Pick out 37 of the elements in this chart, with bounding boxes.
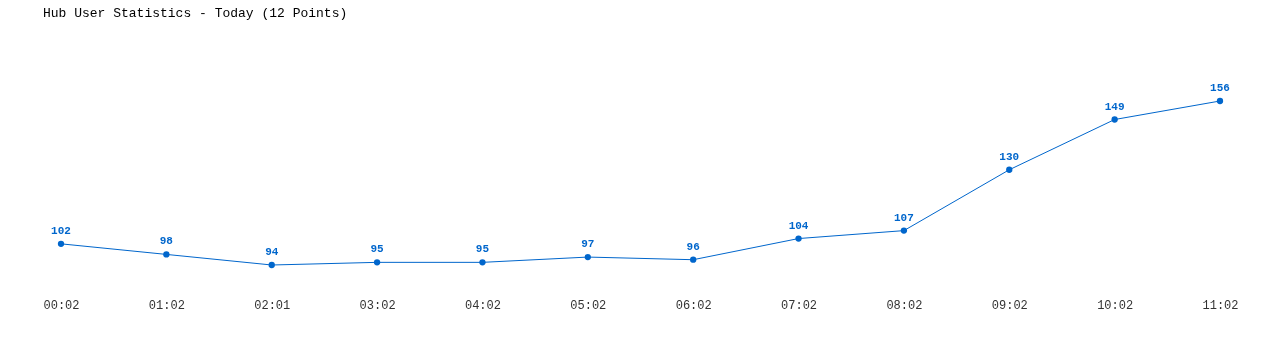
data-label: 107	[894, 211, 914, 224]
x-tick-label: 08:02	[886, 298, 923, 313]
x-tick-label: 02:01	[254, 298, 291, 313]
x-tick-label: 06:02	[675, 298, 712, 313]
data-label: 104	[788, 219, 809, 232]
point	[163, 251, 170, 258]
point	[373, 259, 381, 266]
point	[57, 240, 65, 247]
data-label: 102	[51, 224, 71, 237]
x-tick-label: 04:02	[464, 298, 501, 313]
point	[1006, 166, 1013, 173]
point	[1111, 116, 1118, 123]
data-label: 156	[1210, 82, 1230, 94]
x-tick-label: 11:02	[1202, 298, 1239, 313]
data-label: 130	[999, 150, 1020, 163]
x-tick-label: 03:02	[359, 298, 396, 313]
point	[479, 259, 486, 266]
x-tick-label: 05:02	[570, 298, 607, 313]
x-tick-label: 00:02	[43, 298, 80, 313]
x-tick-label: 07:02	[781, 298, 818, 313]
point	[584, 253, 591, 261]
point	[690, 256, 697, 263]
data-label: 97	[581, 238, 595, 251]
chart-title: Hub User Statistics - Today (12 Points)	[43, 6, 348, 21]
x-tick-label: 01:02	[148, 298, 185, 313]
data-label: 96	[686, 240, 700, 253]
point	[268, 261, 275, 269]
x-tick-label: 10:02	[1097, 298, 1134, 313]
point	[795, 235, 802, 242]
data-label: 94	[265, 246, 279, 258]
point	[900, 227, 908, 234]
data-label: 98	[159, 235, 174, 248]
data-label: 95	[475, 243, 490, 256]
x-tick-label: 09:02	[991, 298, 1028, 313]
data-label: 95	[370, 243, 385, 256]
point	[1216, 97, 1224, 105]
data-label: 149	[1104, 100, 1125, 113]
